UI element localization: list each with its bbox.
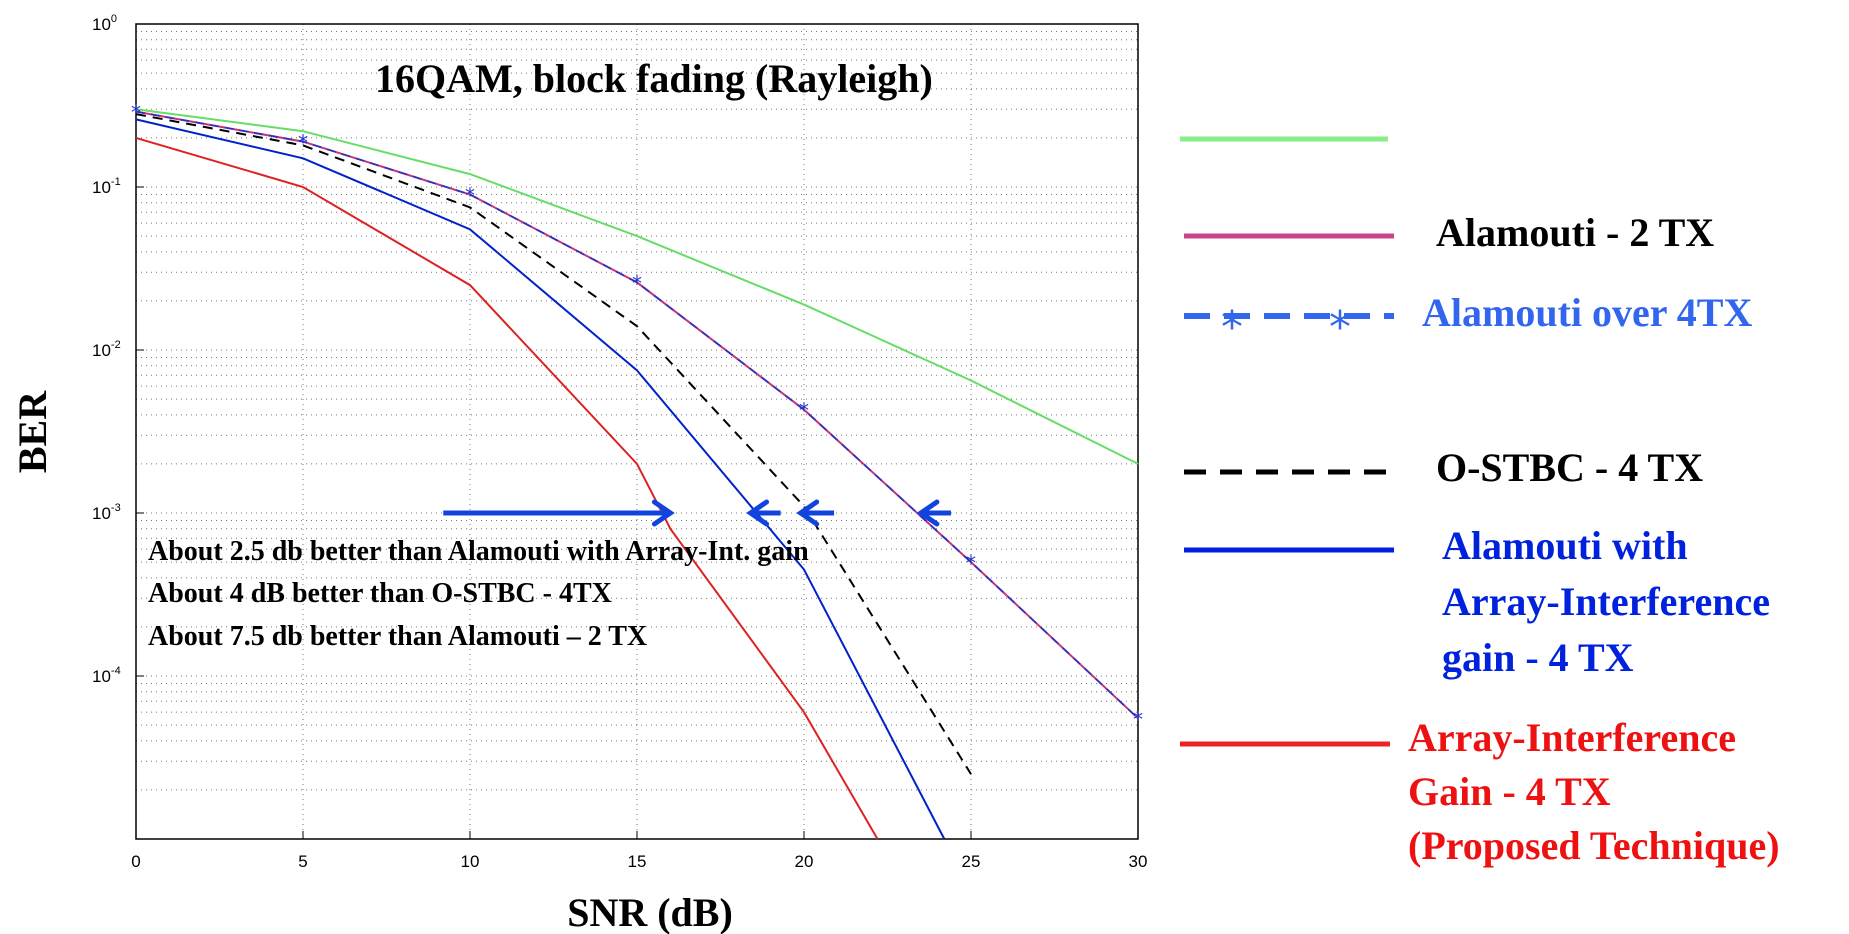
- series-marker-star: *: [298, 131, 308, 155]
- legend: * * Alamouti - 2 TX Alamouti over 4TX O-…: [1180, 0, 1849, 934]
- legend-label-ostbc: O-STBC - 4 TX: [1436, 445, 1704, 490]
- legend-label-proposed-line2: Gain - 4 TX: [1408, 769, 1611, 814]
- legend-label-alamouti-over-4tx: Alamouti over 4TX: [1422, 290, 1753, 335]
- arrow-head: [916, 499, 940, 527]
- chart-title: 16QAM, block fading (Rayleigh): [375, 56, 933, 101]
- x-tick-label: 0: [131, 852, 140, 871]
- grid: [135, 24, 1139, 840]
- series-marker-star: *: [966, 551, 976, 575]
- y-tick-labels: 100 10-1 10-2 10-3 10-4: [92, 13, 144, 686]
- legend-swatches: * *: [1180, 136, 1394, 747]
- series-marker-star: *: [1133, 707, 1143, 731]
- x-tick-label: 10: [461, 852, 480, 871]
- series-line-2: [135, 110, 1139, 719]
- series-marker-star: *: [131, 101, 141, 125]
- y-axis-label: BER: [10, 390, 55, 473]
- arrow-head: [651, 499, 675, 527]
- y-tick-label: 10-3: [92, 502, 121, 523]
- series-group: * * * * * * *: [131, 101, 1143, 840]
- legend-label-alamouti-array-line1: Alamouti with: [1442, 523, 1688, 568]
- x-axis-label: SNR (dB): [567, 890, 733, 934]
- series-marker-star: *: [632, 271, 642, 295]
- x-tick-label: 20: [795, 852, 814, 871]
- legend-star-1: *: [1221, 302, 1243, 353]
- legend-label-proposed-line3: (Proposed Technique): [1408, 823, 1780, 868]
- annotation-1: About 2.5 db better than Alamouti with A…: [148, 536, 809, 567]
- series-line-5: [135, 136, 879, 840]
- x-tick-label: 25: [962, 852, 981, 871]
- y-tick-label: 100: [92, 13, 117, 34]
- arrow-head: [746, 499, 770, 527]
- y-tick-label: 10-4: [92, 665, 121, 686]
- series-line-4: [135, 118, 946, 840]
- plot-frame: [135, 23, 1139, 840]
- series-marker-star: *: [799, 399, 809, 423]
- legend-star-2: *: [1329, 302, 1351, 353]
- series-line-0: [135, 108, 1139, 465]
- legend-label-proposed-line1: Array-Interference: [1408, 715, 1736, 760]
- x-tick-label: 15: [628, 852, 647, 871]
- series-line-3: [135, 113, 972, 775]
- legend-label-alamouti-2tx: Alamouti - 2 TX: [1436, 210, 1715, 255]
- legend-label-alamouti-array-line2: Array-Interference: [1442, 579, 1770, 624]
- y-tick-label: 10-1: [92, 176, 121, 197]
- x-tick-label: 5: [298, 852, 307, 871]
- annotation-2: About 4 dB better than O-STBC - 4TX: [148, 578, 612, 609]
- ber-chart: * * * * * * * 0 5 10 15 20 25 30 100 10-1 10-2 10-3 10-4…: [10, 13, 1147, 934]
- arrow-group: [443, 499, 951, 527]
- x-tick-labels: 0 5 10 15 20 25 30: [131, 831, 1147, 871]
- annotation-3: About 7.5 db better than Alamouti – 2 TX: [148, 621, 647, 652]
- legend-label-alamouti-array-line3: gain - 4 TX: [1442, 635, 1634, 680]
- series-marker-star: *: [465, 183, 475, 207]
- arrow-head: [796, 499, 820, 527]
- x-tick-label: 30: [1129, 852, 1148, 871]
- y-tick-label: 10-2: [92, 339, 121, 360]
